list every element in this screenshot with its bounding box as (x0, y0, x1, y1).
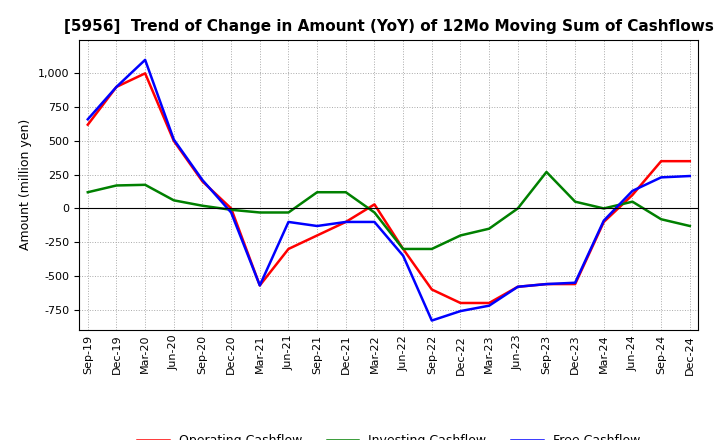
Free Cashflow (456, 308, 465, 314)
Free Cashflow (312, 224, 321, 229)
Investing Cashflow (141, 182, 150, 187)
Investing Cashflow (341, 190, 350, 195)
Investing Cashflow (657, 216, 665, 222)
Operating Cashflow (657, 158, 665, 164)
Investing Cashflow (198, 203, 207, 209)
Free Cashflow (685, 173, 694, 179)
Operating Cashflow (399, 246, 408, 252)
Y-axis label: Amount (million yen): Amount (million yen) (19, 119, 32, 250)
Operating Cashflow (284, 246, 293, 252)
Investing Cashflow (571, 199, 580, 204)
Line: Operating Cashflow: Operating Cashflow (88, 73, 690, 303)
Investing Cashflow (284, 210, 293, 215)
Operating Cashflow (84, 122, 92, 127)
Free Cashflow (198, 177, 207, 183)
Operating Cashflow (685, 158, 694, 164)
Investing Cashflow (428, 246, 436, 252)
Operating Cashflow (169, 138, 178, 143)
Investing Cashflow (169, 198, 178, 203)
Investing Cashflow (312, 190, 321, 195)
Free Cashflow (256, 283, 264, 288)
Investing Cashflow (685, 224, 694, 229)
Free Cashflow (84, 117, 92, 122)
Investing Cashflow (456, 233, 465, 238)
Operating Cashflow (428, 287, 436, 292)
Operating Cashflow (513, 284, 522, 290)
Investing Cashflow (84, 190, 92, 195)
Investing Cashflow (370, 210, 379, 215)
Operating Cashflow (600, 219, 608, 224)
Line: Free Cashflow: Free Cashflow (88, 60, 690, 321)
Free Cashflow (227, 210, 235, 215)
Operating Cashflow (456, 301, 465, 306)
Investing Cashflow (542, 169, 551, 175)
Investing Cashflow (485, 226, 493, 231)
Free Cashflow (341, 219, 350, 224)
Free Cashflow (169, 137, 178, 142)
Investing Cashflow (227, 207, 235, 213)
Free Cashflow (399, 253, 408, 258)
Free Cashflow (284, 219, 293, 224)
Investing Cashflow (628, 199, 636, 204)
Free Cashflow (571, 280, 580, 286)
Operating Cashflow (256, 283, 264, 288)
Operating Cashflow (485, 301, 493, 306)
Free Cashflow (628, 188, 636, 194)
Operating Cashflow (628, 192, 636, 198)
Free Cashflow (542, 282, 551, 287)
Investing Cashflow (513, 206, 522, 211)
Free Cashflow (370, 219, 379, 224)
Operating Cashflow (312, 233, 321, 238)
Free Cashflow (485, 303, 493, 308)
Operating Cashflow (341, 219, 350, 224)
Investing Cashflow (399, 246, 408, 252)
Free Cashflow (600, 218, 608, 223)
Title: [5956]  Trend of Change in Amount (YoY) of 12Mo Moving Sum of Cashflows: [5956] Trend of Change in Amount (YoY) o… (64, 19, 714, 34)
Investing Cashflow (112, 183, 121, 188)
Free Cashflow (141, 57, 150, 62)
Operating Cashflow (542, 282, 551, 287)
Operating Cashflow (227, 206, 235, 211)
Free Cashflow (112, 84, 121, 89)
Line: Investing Cashflow: Investing Cashflow (88, 172, 690, 249)
Legend: Operating Cashflow, Investing Cashflow, Free Cashflow: Operating Cashflow, Investing Cashflow, … (132, 429, 645, 440)
Free Cashflow (657, 175, 665, 180)
Investing Cashflow (256, 210, 264, 215)
Operating Cashflow (370, 202, 379, 207)
Operating Cashflow (198, 179, 207, 184)
Free Cashflow (428, 318, 436, 323)
Investing Cashflow (600, 206, 608, 211)
Operating Cashflow (112, 84, 121, 89)
Operating Cashflow (571, 282, 580, 287)
Operating Cashflow (141, 71, 150, 76)
Free Cashflow (513, 284, 522, 290)
